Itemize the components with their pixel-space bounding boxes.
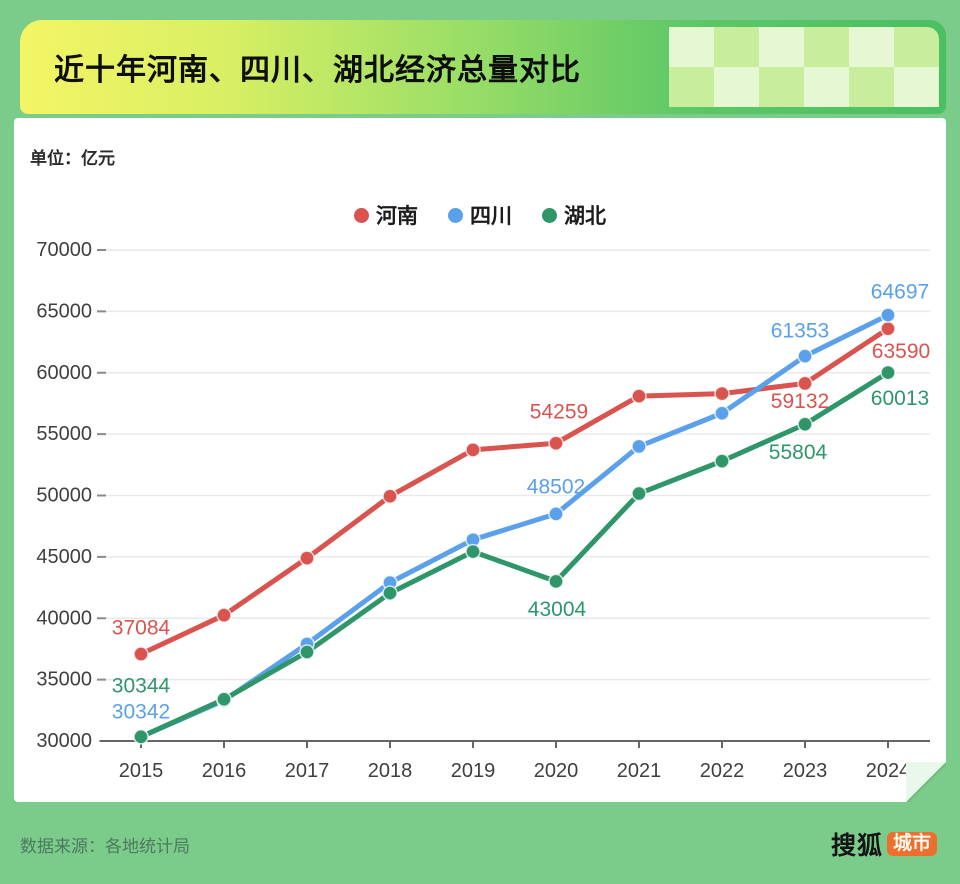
legend-dot-icon xyxy=(448,207,463,223)
y-axis-label: 45000 xyxy=(36,546,92,568)
data-label-0-5: 54259 xyxy=(530,401,588,424)
series-line-0 xyxy=(138,326,891,657)
data-point-2-8 xyxy=(797,416,813,433)
legend-dot-icon xyxy=(354,207,369,223)
data-point-0-0 xyxy=(133,646,149,662)
data-point-0-2 xyxy=(299,550,315,566)
y-axis-label: 30000 xyxy=(36,730,92,752)
legend-item-2: 湖北 xyxy=(542,200,606,230)
data-label-0-0: 37084 xyxy=(112,617,171,640)
data-label-0-8: 59132 xyxy=(771,390,829,413)
brand-text: 搜狐 xyxy=(830,832,883,860)
data-point-2-0 xyxy=(133,729,149,745)
x-axis-label: 2017 xyxy=(285,760,330,782)
y-axis-label: 55000 xyxy=(36,423,92,445)
data-label-1-0: 30342 xyxy=(112,700,170,723)
legend-item-1: 四川 xyxy=(448,200,512,230)
chart-card: 单位：亿元 河南 四川 湖北 30000 35000 40000 45000 50000 55… xyxy=(14,118,946,802)
data-label-2-9: 60013 xyxy=(871,387,929,410)
data-label-0-9: 63590 xyxy=(872,340,930,363)
data-label-1-5: 48502 xyxy=(527,475,585,498)
data-label-2-8: 55804 xyxy=(769,441,828,464)
x-axis-label: 2020 xyxy=(534,760,579,782)
legend-label: 湖北 xyxy=(564,205,606,228)
header-banner: 近十年河南、四川、湖北经济总量对比 xyxy=(20,20,946,114)
data-source: 数据来源：各地统计局 xyxy=(20,837,190,856)
data-point-2-6 xyxy=(631,485,647,502)
legend-label: 河南 xyxy=(376,205,418,228)
data-point-1-8 xyxy=(797,348,813,364)
unit-label: 单位：亿元 xyxy=(30,149,115,168)
series-line-2 xyxy=(138,370,891,740)
data-point-2-7 xyxy=(714,453,730,469)
data-label-2-5: 43004 xyxy=(528,598,587,621)
x-axis-label: 2016 xyxy=(202,760,247,782)
y-axis-label: 50000 xyxy=(36,485,92,507)
data-point-1-9 xyxy=(880,307,896,323)
data-point-2-2 xyxy=(299,644,315,660)
x-axis-label: 2015 xyxy=(119,760,164,782)
x-axis-label: 2021 xyxy=(617,760,662,782)
page-title: 近十年河南、四川、湖北经济总量对比 xyxy=(54,54,581,87)
brand-logo: 搜狐 城市 xyxy=(831,826,937,862)
legend-dot-icon xyxy=(542,207,557,223)
y-axis-label: 40000 xyxy=(36,607,92,629)
data-point-2-1 xyxy=(216,691,232,708)
line-chart: 30000 35000 40000 45000 50000 55000 60000 65000… xyxy=(36,239,930,782)
fold-triangle xyxy=(906,762,946,802)
data-point-2-9 xyxy=(880,364,896,381)
data-point-0-9 xyxy=(880,320,896,337)
data-point-1-6 xyxy=(631,438,647,455)
data-point-0-6 xyxy=(631,388,647,404)
series-line-1 xyxy=(138,312,891,740)
data-point-1-7 xyxy=(714,405,730,422)
x-axis-label: 2019 xyxy=(451,760,496,782)
x-axis-label: 2022 xyxy=(700,760,745,782)
data-point-0-4 xyxy=(465,442,481,458)
data-point-0-3 xyxy=(382,488,398,504)
data-label-1-8: 61353 xyxy=(771,320,829,343)
legend-item-0: 河南 xyxy=(354,200,418,230)
data-point-0-7 xyxy=(714,385,730,402)
data-point-0-8 xyxy=(797,375,813,392)
y-axis-label: 60000 xyxy=(36,362,92,384)
data-point-2-4 xyxy=(465,543,481,560)
data-point-0-1 xyxy=(216,607,232,623)
y-axis-label: 65000 xyxy=(36,300,92,322)
x-axis-label: 2024 xyxy=(866,760,911,782)
x-axis-label: 2023 xyxy=(783,760,828,782)
data-point-2-3 xyxy=(382,585,398,601)
page-curl-corner xyxy=(906,762,946,802)
checkerboard-decoration xyxy=(669,27,939,107)
data-label-1-9: 64697 xyxy=(871,281,929,304)
data-point-0-5 xyxy=(548,435,564,451)
y-axis-label: 70000 xyxy=(36,239,92,261)
data-point-2-5 xyxy=(548,573,564,590)
data-point-1-5 xyxy=(548,506,564,522)
data-label-2-0: 30344 xyxy=(112,674,171,697)
x-axis-label: 2018 xyxy=(368,760,413,782)
y-axis-label: 35000 xyxy=(36,669,92,691)
brand-badge: 城市 xyxy=(886,831,937,857)
chart-legend: 河南 四川 湖北 xyxy=(14,200,946,230)
legend-label: 四川 xyxy=(470,205,512,228)
